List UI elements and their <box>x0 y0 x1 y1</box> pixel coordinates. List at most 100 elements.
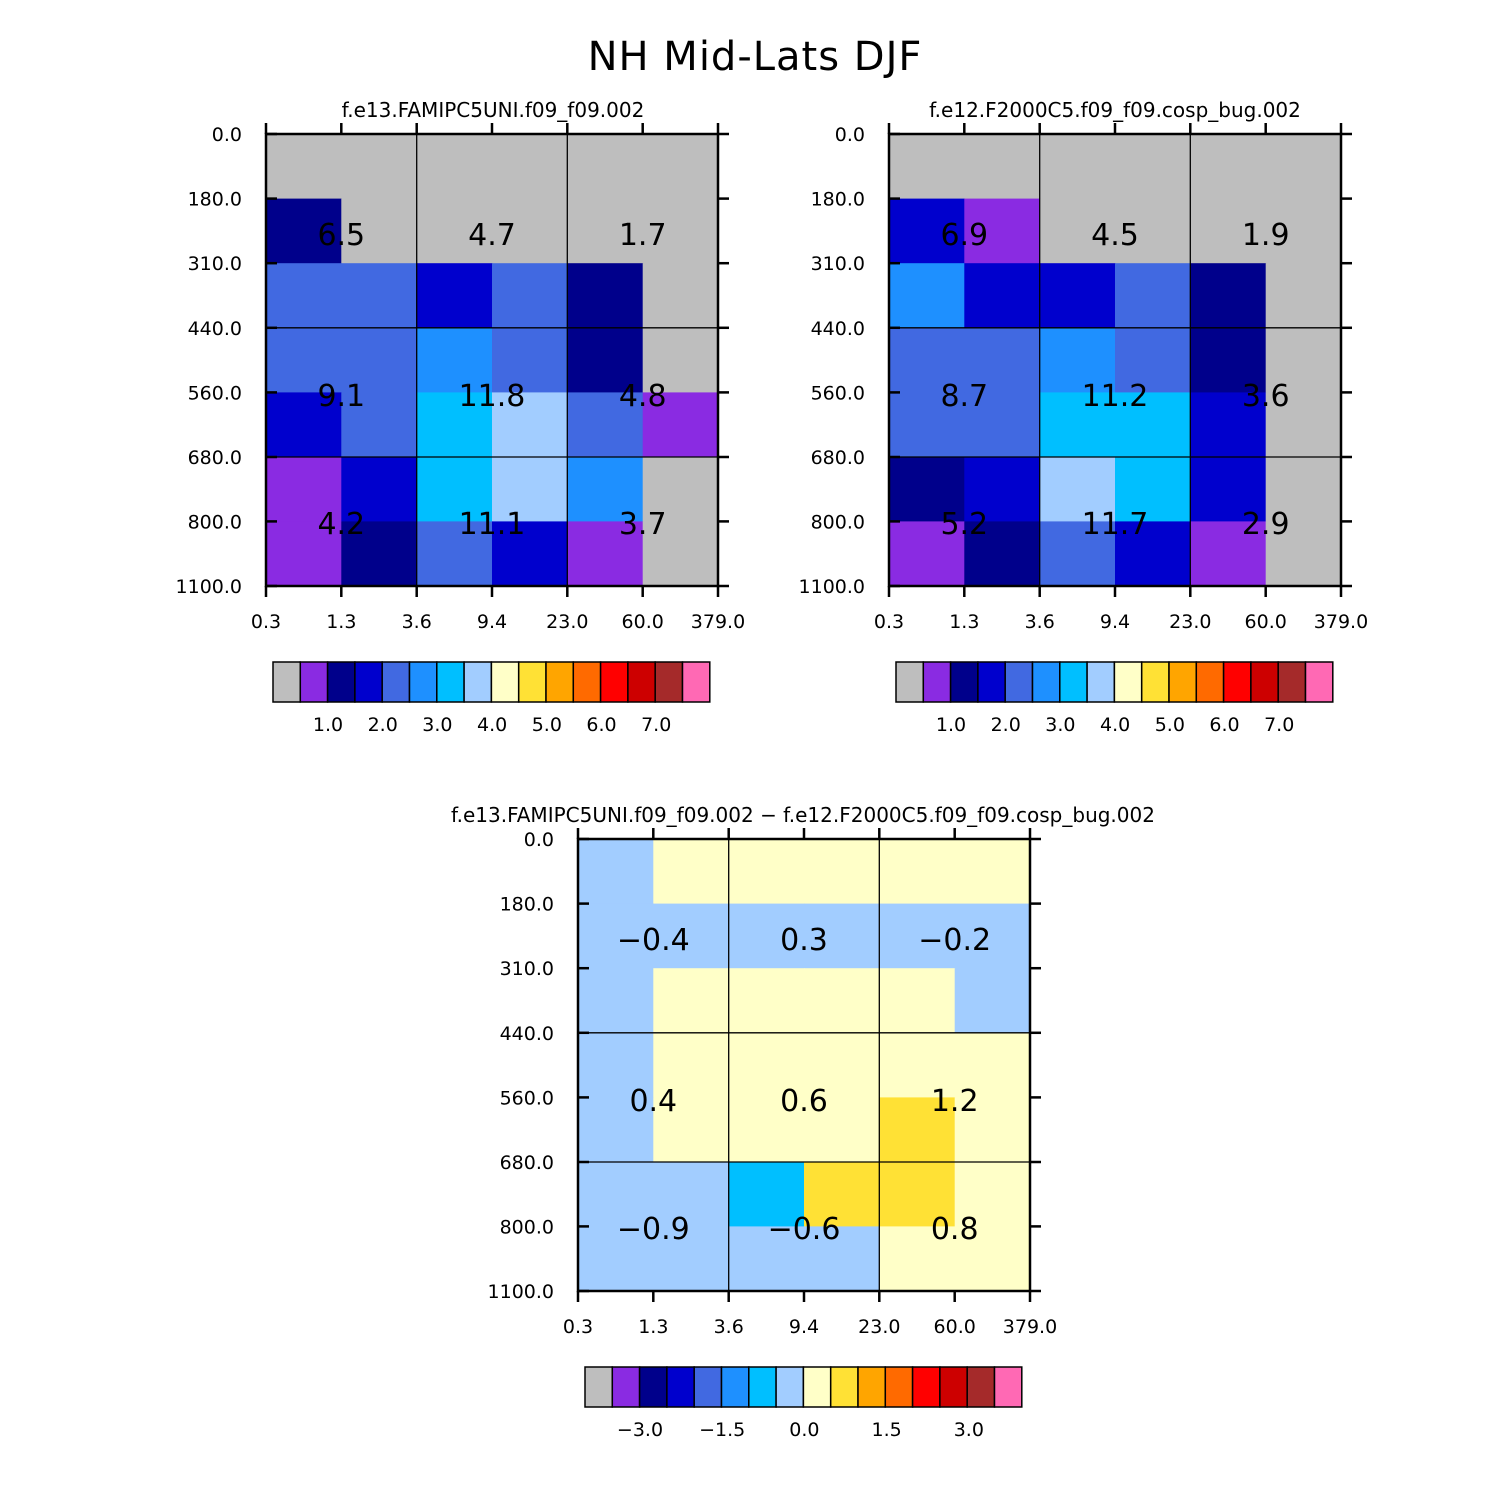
y-tick-label: 0.0 <box>524 829 554 851</box>
x-tick-label: 3.6 <box>1025 611 1055 633</box>
heatmap-cell <box>1039 198 1116 264</box>
heatmap-cell <box>1265 457 1342 522</box>
colorbar-swatch <box>829 1366 859 1408</box>
heatmap-cell <box>567 263 644 329</box>
box-value-label: 11.7 <box>1082 507 1149 542</box>
colorbar-swatch <box>884 1366 914 1408</box>
box-value-label: 3.6 <box>1242 379 1290 414</box>
heatmap-cell <box>416 327 493 393</box>
heatmap-cell <box>954 1226 1031 1292</box>
heatmap-cell <box>341 263 418 329</box>
x-tick-label: 60.0 <box>1245 611 1287 633</box>
colorbar-swatch <box>748 1366 777 1408</box>
heatmap-cell <box>964 521 1041 587</box>
box-value-label: 6.9 <box>940 218 988 253</box>
heatmap-cell <box>879 1097 956 1163</box>
y-tick-label: 310.0 <box>500 958 554 980</box>
heatmap-cell <box>964 327 1041 393</box>
heatmap-cell <box>1039 392 1116 458</box>
box-value-label: −0.2 <box>918 923 991 958</box>
heatmap-cell <box>642 392 719 458</box>
heatmap-cell <box>492 457 568 522</box>
heatmap-cell <box>889 198 965 264</box>
heatmap-cell <box>964 134 1041 200</box>
colorbar-swatch <box>517 661 547 703</box>
colorbar-swatch <box>599 661 629 703</box>
colorbar-swatch <box>299 661 329 703</box>
panel-title: f.e13.FAMIPC5UNI.f09_f09.002 <box>342 98 645 122</box>
colorbar-swatch <box>1168 661 1198 703</box>
y-tick-label: 310.0 <box>811 253 865 275</box>
box-value-label: 4.7 <box>468 218 516 253</box>
colorbar-swatch <box>572 661 602 703</box>
heatmap-cell <box>804 1162 880 1227</box>
heatmap-cell <box>653 839 730 905</box>
heatmap-cell <box>492 198 568 264</box>
box-value-label: 1.7 <box>619 218 667 253</box>
box-value-label: 8.7 <box>940 379 988 414</box>
heatmap-cell <box>567 134 644 200</box>
colorbar-label: 3.0 <box>422 714 452 736</box>
heatmap-cell <box>642 263 719 329</box>
colorbar-swatch <box>911 1366 941 1408</box>
heatmap-cell <box>1265 134 1342 200</box>
heatmap-cell <box>804 1097 880 1163</box>
colorbar-swatch <box>949 661 979 703</box>
heatmap-cell <box>879 1162 956 1227</box>
heatmap-cell <box>567 392 644 458</box>
heatmap-cell <box>889 134 965 200</box>
y-tick-label: 440.0 <box>188 318 242 340</box>
heatmap-cell <box>266 327 342 393</box>
box-value-label: 0.8 <box>931 1212 979 1247</box>
y-tick-label: 310.0 <box>188 253 242 275</box>
heatmap-cell <box>567 327 644 393</box>
y-tick-label: 1100.0 <box>176 576 242 598</box>
colorbar-swatch <box>966 1366 996 1408</box>
box-value-label: 0.4 <box>629 1084 677 1119</box>
colorbar-swatch <box>720 1366 750 1408</box>
x-tick-label: 379.0 <box>1003 1316 1057 1338</box>
heatmap-cell <box>728 1162 805 1227</box>
colorbar-swatch <box>436 661 465 703</box>
heatmap-cell <box>1039 457 1116 522</box>
heatmap-cell <box>653 1097 730 1163</box>
x-tick-label: 379.0 <box>691 611 745 633</box>
heatmap-cell <box>879 1032 956 1098</box>
heatmap-cell <box>804 903 880 969</box>
heatmap-cell <box>1115 327 1191 393</box>
heatmap-cell <box>964 263 1041 329</box>
colorbar-swatch <box>1113 661 1143 703</box>
heatmap-cell <box>1190 263 1267 329</box>
box-value-label: 11.1 <box>459 507 526 542</box>
heatmap-cell <box>642 457 719 522</box>
y-tick-label: 800.0 <box>188 511 242 533</box>
box-value-label: 4.8 <box>619 379 667 414</box>
heatmap-panel-2: f.e12.F2000C5.f09_f09.cosp_bug.002 0.0 18… <box>799 98 1369 736</box>
heatmap-cell <box>954 1097 1031 1163</box>
y-tick-label: 0.0 <box>212 124 242 146</box>
y-tick-label: 1100.0 <box>799 576 865 598</box>
colorbar-swatch <box>381 661 411 703</box>
heatmap-cell <box>728 1032 805 1098</box>
x-tick-label: 1.3 <box>949 611 979 633</box>
colorbar-label: 2.0 <box>991 714 1021 736</box>
x-tick-label: 0.3 <box>563 1316 593 1338</box>
colorbar-label: −1.5 <box>699 1419 745 1441</box>
colorbar-swatch <box>775 1366 805 1408</box>
box-value-label: 6.5 <box>317 218 365 253</box>
heatmap-cell <box>1115 521 1191 587</box>
heatmap-cell <box>954 1162 1031 1227</box>
heatmap-cell <box>1190 521 1267 587</box>
heatmap-cell <box>889 392 965 458</box>
colorbar-swatch <box>463 661 493 703</box>
colorbar-swatch <box>1031 661 1061 703</box>
heatmap-cell <box>653 1226 730 1292</box>
colorbar-label: 2.0 <box>368 714 398 736</box>
colorbar-label: 6.0 <box>586 714 616 736</box>
heatmap-cell <box>416 198 493 264</box>
x-tick-label: 0.3 <box>251 611 281 633</box>
heatmap-cell <box>416 392 493 458</box>
colorbar-swatch <box>354 661 383 703</box>
colorbar-swatch <box>1222 661 1252 703</box>
x-tick-label: 1.3 <box>326 611 356 633</box>
